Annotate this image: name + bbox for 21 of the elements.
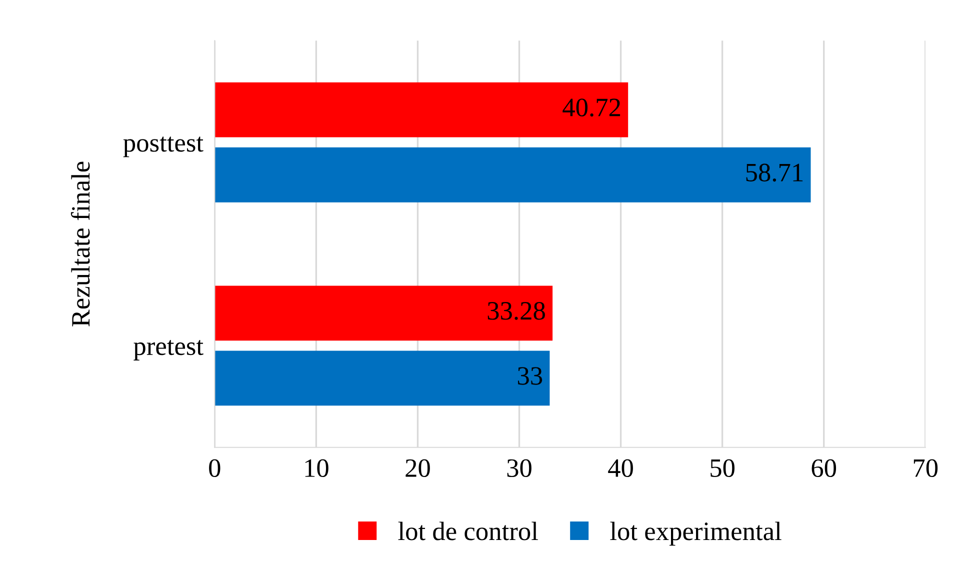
legend-label: lot experimental (610, 522, 782, 546)
bar (214, 286, 553, 341)
bar (214, 350, 550, 406)
bar (214, 82, 628, 138)
data-label: 58.71 (746, 164, 803, 182)
y-tick-label: posttest (123, 136, 204, 158)
data-label: 33.28 (488, 302, 545, 320)
data-label: 33 (518, 367, 542, 385)
legend-label: lot de control (398, 522, 538, 540)
x-tick-label: 50 (710, 459, 735, 478)
x-tick-label: 70 (914, 459, 938, 478)
x-tick-label: 40 (608, 459, 633, 478)
data-label: 40.72 (562, 98, 620, 117)
x-tick-label: 60 (812, 459, 836, 478)
x-tick-label: 30 (507, 459, 532, 478)
x-tick-label: 0 (209, 459, 220, 478)
y-tick-label: pretest (134, 340, 204, 360)
x-tick-label: 10 (305, 459, 328, 478)
bar (214, 147, 811, 202)
x-tick-label: 20 (406, 459, 430, 478)
y-axis-title: Rezultate finale (70, 162, 90, 326)
